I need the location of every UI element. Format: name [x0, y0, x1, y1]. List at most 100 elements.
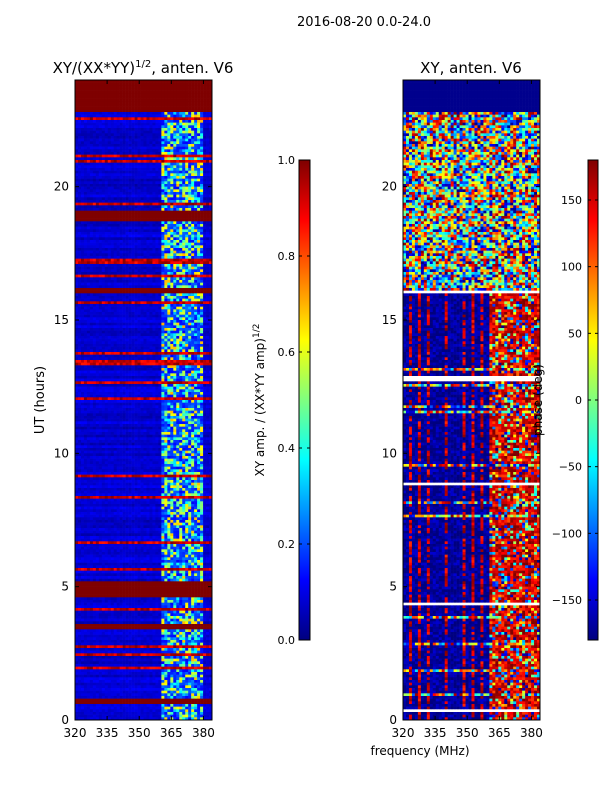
heatmap-cell [179, 301, 183, 305]
heatmap-cell [152, 136, 156, 139]
heatmap-cell [203, 296, 207, 299]
heatmap-cell [137, 250, 141, 254]
heatmap-cell [104, 304, 109, 307]
heatmap-cell [191, 176, 195, 179]
heatmap-cell [110, 256, 115, 259]
heatmap-cell [119, 248, 123, 251]
heatmap-cell [200, 330, 204, 334]
heatmap-cell [89, 314, 94, 318]
heatmap-cell [173, 157, 177, 161]
heatmap-cell [107, 181, 112, 185]
heatmap-cell [107, 296, 112, 299]
heatmap-cell [140, 114, 144, 118]
heatmap-cell [155, 290, 159, 294]
heatmap-cell [113, 269, 117, 273]
heatmap-cell [75, 341, 79, 345]
heatmap-cell [131, 106, 135, 110]
heatmap-cell [77, 250, 82, 254]
heatmap-cell [182, 349, 186, 353]
heatmap-cell [116, 176, 120, 179]
heatmap-cell [98, 186, 103, 190]
heatmap-cell [140, 216, 144, 219]
heatmap-cell [131, 224, 135, 227]
heatmap-cell [128, 184, 132, 187]
heatmap-cell [149, 104, 153, 107]
heatmap-cell [113, 288, 117, 291]
heatmap-cell [134, 290, 138, 294]
heatmap-cell [155, 213, 159, 217]
heatmap-cell [206, 328, 210, 331]
heatmap-cell [125, 333, 129, 337]
heatmap-cell [137, 173, 141, 177]
heatmap-cell [140, 269, 144, 273]
heatmap-cell [104, 349, 109, 353]
heatmap-cell [92, 202, 97, 206]
heatmap-cell [146, 221, 150, 225]
heatmap-cell [164, 117, 168, 121]
heatmap-cell [182, 194, 186, 198]
heatmap-cell [140, 165, 144, 169]
heatmap-cell [131, 248, 135, 251]
heatmap-cell [194, 336, 198, 339]
heatmap-cell [191, 138, 195, 142]
heatmap-cell [125, 317, 129, 321]
heatmap-cell [155, 341, 159, 345]
heatmap-cell [203, 93, 207, 97]
heatmap-cell [140, 258, 144, 262]
heatmap-cell [83, 130, 88, 134]
heatmap-cell [170, 304, 174, 307]
heatmap-cell [116, 197, 120, 201]
heatmap-cell [92, 288, 97, 291]
heatmap-cell [110, 226, 115, 230]
heatmap-cell [140, 213, 144, 217]
heatmap-cell [113, 160, 117, 163]
heatmap-cell [122, 357, 126, 361]
heatmap-cell [167, 272, 171, 275]
heatmap-cell [110, 181, 115, 185]
heatmap-cell [170, 365, 174, 369]
heatmap-cell [146, 264, 150, 267]
heatmap-cell [161, 141, 165, 145]
heatmap-cell [194, 128, 198, 131]
heatmap-cell [80, 264, 85, 267]
heatmap-cell [176, 232, 180, 235]
heatmap-cell [191, 181, 195, 185]
heatmap-cell [164, 224, 168, 227]
heatmap-cell [146, 136, 150, 139]
heatmap-cell [176, 360, 180, 363]
heatmap-cell [191, 256, 195, 259]
heatmap-cell [134, 362, 138, 366]
heatmap-cell [167, 325, 171, 329]
heatmap-cell [182, 181, 186, 185]
heatmap-cell [182, 205, 186, 209]
heatmap-cell [101, 330, 106, 334]
heatmap-cell [89, 362, 94, 366]
heatmap-cell [113, 205, 117, 209]
heatmap-cell [86, 349, 91, 353]
heatmap-cell [170, 325, 174, 329]
heatmap-cell [155, 122, 159, 126]
heatmap-cell [188, 90, 192, 94]
heatmap-cell [194, 184, 198, 187]
heatmap-cell [98, 280, 103, 283]
heatmap-cell [176, 352, 180, 355]
heatmap-cell [80, 250, 85, 254]
heatmap-cell [92, 165, 97, 169]
heatmap-cell [125, 298, 129, 302]
heatmap-cell [185, 104, 189, 107]
heatmap-cell [185, 264, 189, 267]
heatmap-cell [113, 272, 117, 275]
heatmap-cell [194, 240, 198, 243]
heatmap-cell [128, 88, 132, 91]
heatmap-cell [149, 101, 153, 105]
heatmap-cell [200, 320, 204, 323]
heatmap-cell [119, 240, 123, 243]
heatmap-cell [131, 264, 135, 267]
heatmap-cell [182, 272, 186, 275]
heatmap-cell [116, 325, 120, 329]
heatmap-cell [206, 122, 210, 126]
heatmap-cell [110, 218, 115, 222]
heatmap-cell [98, 218, 103, 222]
heatmap-cell [170, 85, 174, 89]
heatmap-cell [203, 106, 207, 110]
